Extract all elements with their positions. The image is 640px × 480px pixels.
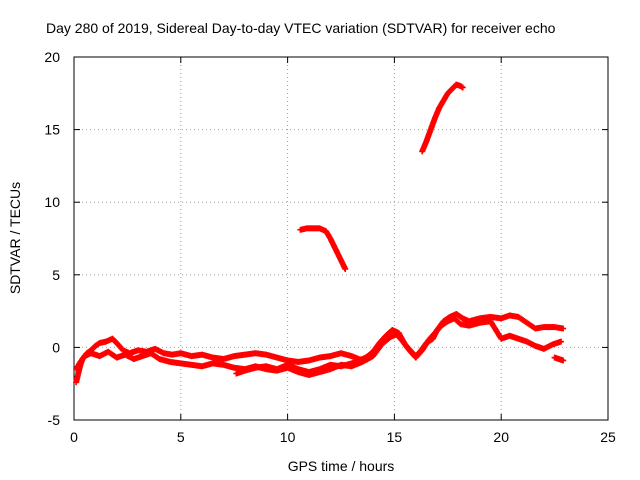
series-track-f (551, 354, 567, 364)
y-tick-label: 5 (52, 267, 60, 283)
data-point (560, 357, 567, 364)
x-tick-label: 0 (70, 429, 78, 445)
x-tick-label: 15 (387, 429, 403, 445)
y-tick-label: 20 (44, 49, 60, 65)
chart-title: Day 280 of 2019, Sidereal Day-to-day VTE… (46, 20, 556, 36)
x-tick-label: 5 (177, 429, 185, 445)
grid (74, 57, 608, 420)
data-point (560, 325, 567, 332)
y-tick-label: 15 (44, 122, 60, 138)
y-tick-label: -5 (48, 412, 61, 428)
x-axis-label: GPS time / hours (288, 458, 395, 474)
y-tick-label: 0 (52, 339, 60, 355)
x-tick-label: 25 (600, 429, 616, 445)
x-tick-label: 10 (280, 429, 296, 445)
data-point (370, 351, 377, 358)
series-track-d (297, 225, 349, 272)
data-point (459, 84, 466, 91)
axis-ticks: 0 5 10 15 20 25 -5 0 5 10 15 20 (44, 49, 616, 445)
y-axis-label: SDTVAR / TECUs (7, 182, 23, 294)
x-tick-label: 20 (493, 429, 509, 445)
data-points (73, 81, 567, 386)
data-point (558, 338, 565, 345)
series-track-c (233, 351, 377, 377)
plot-frame (73, 56, 609, 421)
series-track-a (73, 311, 567, 386)
y-tick-label: 10 (44, 194, 60, 210)
series-track-e (419, 81, 466, 155)
data-point (342, 265, 349, 272)
